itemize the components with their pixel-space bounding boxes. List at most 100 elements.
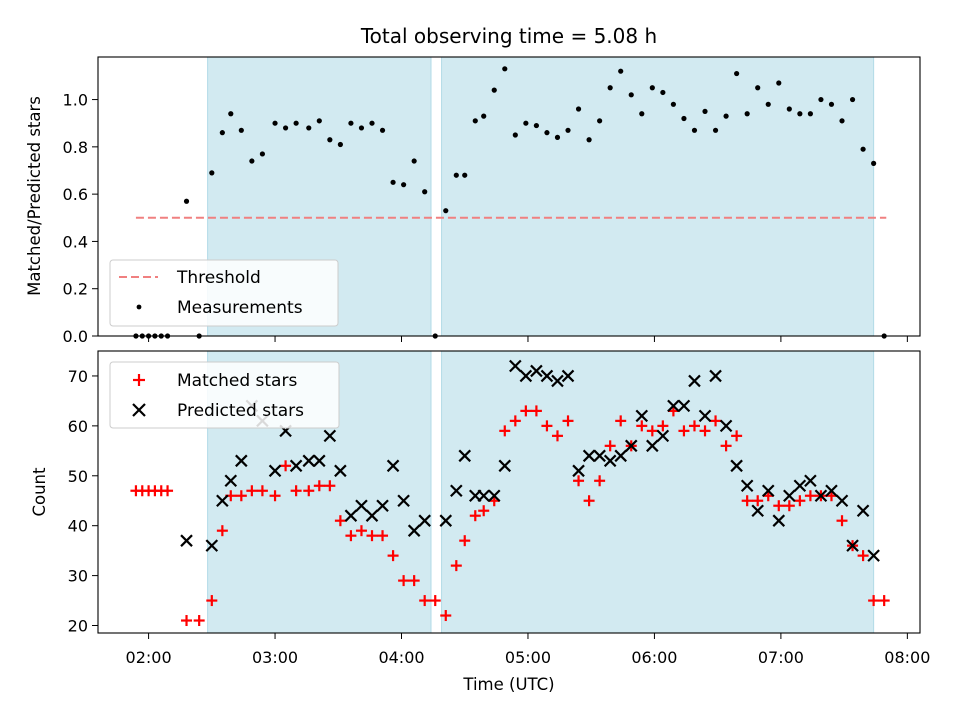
x-stroke: [289, 459, 303, 473]
matched-star-point: [868, 595, 880, 607]
measurement-point: [818, 96, 824, 103]
bottom-y-axis-label: Count: [30, 467, 49, 517]
measurement-point: [544, 130, 550, 136]
measurement-point: [712, 127, 719, 133]
matched-star-point: [731, 430, 743, 442]
predicted-star-point: [289, 459, 303, 473]
measurement-point: [512, 132, 518, 138]
bottom-legend: Matched stars Predicted stars: [109, 361, 340, 429]
predicted-star-point: [509, 359, 522, 373]
bottom-y-ticks: 20 30 40 50 60 70: [68, 367, 98, 636]
predicted-star-point: [846, 539, 859, 552]
matched-star-point: [235, 490, 247, 502]
measurement-point: [249, 158, 255, 164]
x-stroke: [235, 454, 248, 468]
predicted-star-point: [450, 484, 463, 498]
bottom-y-tick-label: 70: [68, 367, 88, 386]
predicted-star-point: [407, 524, 421, 537]
threshold-legend-label: Threshold: [176, 268, 261, 288]
x-stroke: [804, 474, 817, 488]
measurement-point: [649, 85, 655, 91]
matched-star-point: [678, 425, 690, 437]
x-stroke: [313, 454, 326, 468]
matched-star-point: [583, 495, 595, 507]
x-stroke: [772, 514, 786, 527]
matched-star-point: [773, 500, 785, 512]
predicted-star-point: [783, 489, 796, 503]
x-stroke: [814, 489, 828, 503]
matched-star-point: [688, 420, 700, 432]
top-y-tick-label: 0.4: [63, 232, 88, 251]
matched-star-point: [562, 415, 574, 427]
measurement-point: [209, 170, 215, 176]
matched-star-point: [450, 560, 462, 572]
matched-star-point: [594, 475, 606, 487]
x-stroke: [224, 474, 238, 488]
matched-stars-legend-marker: [133, 374, 145, 386]
matched-star-points: [130, 405, 890, 627]
predicted-star-point: [439, 514, 453, 527]
measurement-point: [828, 101, 835, 107]
measurement-point: [575, 106, 582, 112]
x-stroke: [487, 489, 501, 503]
matched-star-point: [878, 595, 890, 607]
matched-star-point: [499, 425, 511, 437]
matched-star-point: [280, 460, 292, 472]
measurement-point: [238, 127, 244, 133]
bottom-x-ticks: 02:00 03:00 04:00 05:00 06:00 07:00 08:00: [126, 633, 930, 667]
measurement-point: [681, 115, 687, 122]
matched-star-point: [429, 595, 441, 607]
measurement-point: [586, 137, 592, 143]
measurement-point: [776, 80, 782, 86]
matched-star-point: [551, 430, 563, 442]
top-y-axis-label: Matched/Predicted stars: [25, 96, 44, 296]
predicted-star-point: [540, 369, 554, 383]
predicted-star-point: [751, 504, 764, 517]
predicted-star-point: [418, 514, 431, 527]
x-stroke: [376, 499, 389, 513]
x-stroke: [458, 449, 472, 463]
matched-star-point: [794, 495, 806, 507]
measurement-point: [786, 106, 792, 112]
predicted-star-point: [593, 449, 606, 463]
top-plot-frame: [97, 56, 921, 337]
measurement-point: [691, 127, 698, 133]
matched-star-point: [387, 550, 399, 562]
matched-star-point: [573, 475, 585, 487]
x-stroke: [751, 504, 764, 517]
matched-star-point: [783, 500, 795, 512]
measurement-point: [523, 120, 529, 126]
predicted-star-point: [205, 539, 219, 552]
matched-star-point: [419, 595, 431, 607]
x-stroke: [825, 484, 838, 498]
predicted-star-point: [667, 399, 680, 413]
measurement-point: [411, 158, 417, 164]
measurement-point: [337, 141, 343, 148]
measurement-point: [183, 198, 190, 204]
measurement-point: [390, 179, 396, 185]
matched-star-point: [246, 485, 258, 497]
x-stroke: [603, 454, 617, 468]
x-stroke: [646, 439, 659, 453]
matched-star-point: [181, 615, 193, 627]
predicted-star-point: [519, 369, 533, 383]
x-stroke: [719, 419, 733, 433]
predicted-star-point: [719, 419, 733, 433]
x-stroke: [593, 449, 606, 463]
matched-star-point: [720, 440, 732, 452]
predicted-stars-legend-marker: [132, 403, 146, 417]
top-y-tick-label: 0.2: [63, 280, 88, 299]
top-x-ticks: [148, 336, 908, 342]
measurement-point: [533, 122, 540, 129]
x-stroke: [205, 539, 219, 552]
measurement-point: [860, 146, 866, 152]
measurement-point: [734, 70, 740, 77]
bottom-x-tick-label: 05:00: [505, 648, 551, 667]
x-stroke: [740, 479, 754, 493]
predicted-star-point: [730, 459, 743, 473]
x-stroke: [365, 509, 379, 522]
matched-star-point: [541, 420, 553, 432]
chart-title: Total observing time = 5.08 h: [360, 24, 657, 48]
measurement-point: [348, 120, 354, 126]
predicted-star-point: [677, 399, 691, 413]
